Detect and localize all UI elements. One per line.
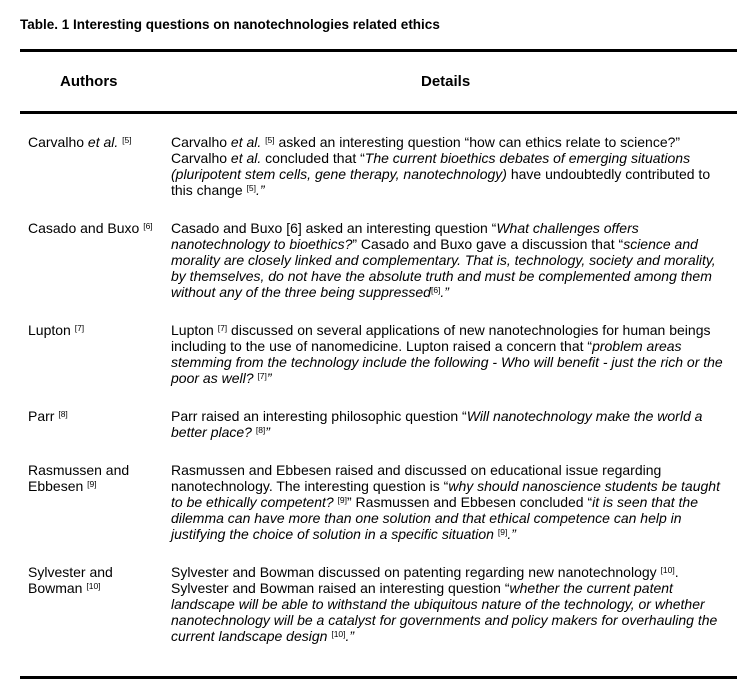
- quoted-text: problem areas stemming from the technolo…: [171, 338, 723, 386]
- citation-ref: [10]: [660, 565, 675, 575]
- table-row: Lupton [7] Lupton [7] discussed on sever…: [20, 322, 737, 386]
- citation-ref: [9]: [497, 527, 508, 537]
- text-run: have undoubtedly contributed to this cha…: [171, 166, 711, 198]
- details-cell: Parr raised an interesting philosophic q…: [171, 408, 731, 440]
- quoted-text: .”: [345, 628, 355, 644]
- text-run: Rasmussen and Ebbesen raised and discuss…: [171, 462, 662, 494]
- quoted-text: it is seen that the dilemma can have mor…: [171, 494, 698, 542]
- table-row: Carvalho et al. [5] Carvalho et al. [5] …: [20, 134, 737, 198]
- text-run: ” Rasmussen and Ebbesen concluded “: [347, 494, 593, 510]
- quoted-text: ”: [266, 370, 272, 386]
- details-cell: Casado and Buxo [6] asked an interesting…: [171, 220, 731, 300]
- quoted-text: The current bioethics debates of emergin…: [171, 150, 691, 182]
- text-run: Casado and Buxo: [28, 220, 144, 236]
- text-run: asked an interesting question “how can e…: [171, 134, 681, 166]
- table-row: Rasmussen and Ebbesen [9] Rasmussen and …: [20, 462, 737, 542]
- author-cell: Casado and Buxo [6]: [20, 220, 171, 300]
- table-body: Carvalho et al. [5] Carvalho et al. [5] …: [20, 114, 737, 676]
- quoted-text: Will nanotechnology make the world a bet…: [171, 408, 703, 440]
- citation-ref: [9]: [87, 479, 97, 489]
- text-run: Parr: [28, 408, 59, 424]
- table-row: Parr [8] Parr raised an interesting phil…: [20, 408, 737, 440]
- quoted-text: ”: [265, 424, 270, 440]
- details-cell: Lupton [7] discussed on several applicat…: [171, 322, 731, 386]
- citation-ref: [7]: [257, 371, 267, 381]
- author-cell: Lupton [7]: [20, 322, 171, 386]
- text-run: Lupton: [171, 322, 218, 338]
- citation-ref: [7]: [74, 323, 85, 333]
- text-run: discussed on several applications of new…: [171, 322, 711, 354]
- text-run: Sylvester and Bowman discussed on patent…: [171, 564, 661, 580]
- citation-ref: [5]: [122, 135, 132, 145]
- text-run: concluded that “: [261, 150, 365, 166]
- table-row: Casado and Buxo [6] Casado and Buxo [6] …: [20, 220, 737, 300]
- citation-ref: [10]: [331, 629, 346, 639]
- citation-ref: [8]: [58, 409, 68, 419]
- table-container: Table. 1 Interesting questions on nanote…: [20, 0, 737, 679]
- text-run: Carvalho: [28, 134, 88, 150]
- quoted-text: why should nanoscience students be taugh…: [171, 478, 720, 510]
- citation-ref: [9]: [337, 495, 347, 505]
- details-cell: Carvalho et al. [5] asked an interesting…: [171, 134, 731, 198]
- citation-ref: [7]: [217, 323, 228, 333]
- quoted-text: .”: [507, 526, 516, 542]
- text-run: . Sylvester and Bowman raised an interes…: [171, 564, 679, 596]
- citation-ref: [8]: [255, 425, 266, 435]
- author-cell: Rasmussen and Ebbesen [9]: [20, 462, 171, 542]
- author-cell: Carvalho et al. [5]: [20, 134, 171, 198]
- quoted-text: What challenges offers nanotechnology to…: [171, 220, 639, 252]
- citation-ref: [6]: [430, 285, 441, 295]
- header-authors: Authors: [60, 72, 118, 90]
- text-run: Carvalho: [171, 134, 231, 150]
- quoted-text: et al.: [230, 134, 262, 150]
- quoted-text: et al.: [230, 150, 262, 166]
- author-cell: Sylvester and Bowman [10]: [20, 564, 171, 644]
- text-run: Sylvester and Bowman: [28, 564, 113, 596]
- top-rule: [20, 49, 737, 52]
- details-cell: Rasmussen and Ebbesen raised and discuss…: [171, 462, 731, 542]
- details-cell: Sylvester and Bowman discussed on patent…: [171, 564, 731, 644]
- quoted-text: et al.: [87, 134, 119, 150]
- table-caption: Table. 1 Interesting questions on nanote…: [20, 17, 440, 32]
- quoted-text: .”: [440, 284, 449, 300]
- citation-ref: [6]: [143, 221, 153, 231]
- author-cell: Parr [8]: [20, 408, 171, 440]
- text-run: Casado and Buxo [6] asked an interesting…: [171, 220, 497, 236]
- text-run: Rasmussen and Ebbesen: [28, 462, 130, 494]
- text-run: ” Casado and Buxo gave a discussion that…: [352, 236, 624, 252]
- text-run: Parr raised an interesting philosophic q…: [171, 408, 467, 424]
- quoted-text: science and morality are closely linked …: [171, 236, 716, 300]
- citation-ref: [5]: [246, 183, 256, 193]
- citation-ref: [10]: [86, 581, 101, 591]
- quoted-text: .”: [255, 182, 265, 198]
- header-row: Authors Details: [20, 52, 737, 111]
- header-rule: [20, 111, 737, 114]
- table-row: Sylvester and Bowman [10] Sylvester and …: [20, 564, 737, 644]
- citation-ref: [5]: [265, 135, 275, 145]
- header-details: Details: [421, 72, 471, 90]
- text-run: Lupton: [28, 322, 75, 338]
